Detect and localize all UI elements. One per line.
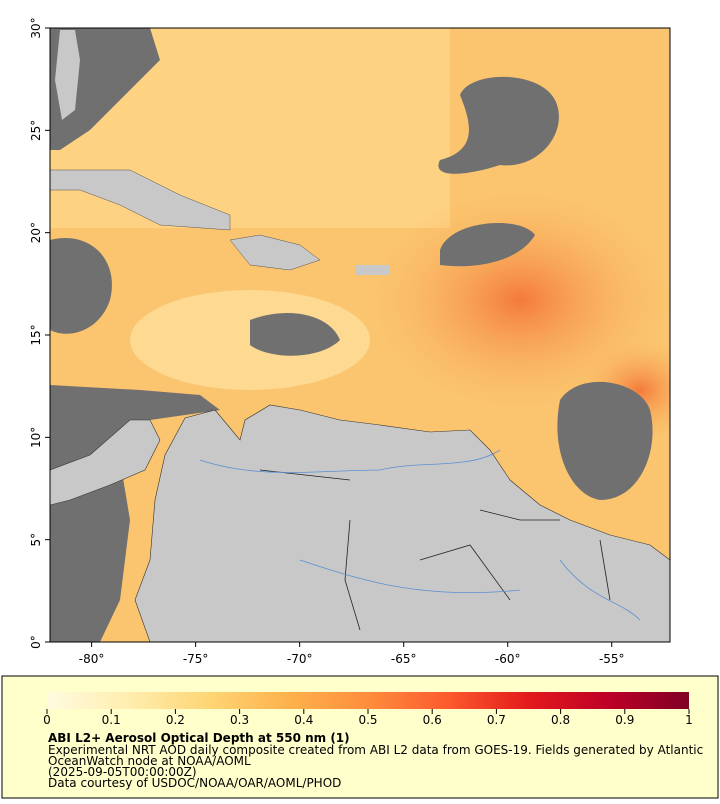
colorbar-tick-label: 1 (685, 713, 693, 727)
colorbar-tick-label: 0.5 (358, 713, 377, 727)
colorbar (47, 692, 689, 709)
y-tick-label: 10° (29, 427, 43, 448)
x-tick-label: -65° (391, 652, 417, 666)
border (259, 469, 611, 631)
cloud (50, 385, 220, 642)
colorbar-tick-label: 0 (43, 713, 51, 727)
colorbar-tick-label: 0.7 (487, 713, 506, 727)
cloud (250, 312, 340, 356)
y-tick-label: 5° (29, 533, 43, 547)
colorbar-tick-label: 0.2 (166, 713, 185, 727)
land (55, 30, 80, 120)
land (355, 265, 390, 275)
y-tick-label: 0° (29, 635, 43, 649)
colorbar-tick-label: 0.4 (294, 713, 313, 727)
river (199, 449, 641, 621)
x-tick-label: -60° (495, 652, 521, 666)
colorbar-tick-label: 0.3 (230, 713, 249, 727)
land (134, 404, 670, 642)
caption-title: ABI L2+ Aerosol Optical Depth at 550 nm … (48, 731, 350, 745)
colorbar-tick-label: 0.9 (615, 713, 634, 727)
colorbar-tick-label: 0.1 (102, 713, 121, 727)
colorbar-tick-label: 0.8 (551, 713, 570, 727)
cloud (50, 238, 112, 334)
y-tick-label: 15° (29, 324, 43, 345)
colorbar-tick-label: 0.6 (423, 713, 442, 727)
cloud (557, 381, 653, 500)
cloud (438, 76, 559, 174)
cloud (440, 223, 535, 267)
land (229, 234, 321, 271)
x-tick-label: -75° (183, 652, 209, 666)
map (50, 28, 670, 642)
x-tick-label: -70° (287, 652, 313, 666)
land (50, 169, 231, 231)
x-tick-label: -80° (79, 652, 105, 666)
land (50, 419, 161, 506)
y-tick-label: 30° (29, 17, 43, 38)
x-tick-label: -55° (599, 652, 625, 666)
caption-line: Data courtesy of USDOC/NOAA/OAR/AOML/PHO… (48, 776, 341, 790)
caption-line: Experimental NRT AOD daily composite cre… (48, 743, 703, 757)
caption-line: (2025-09-05T00:00:00Z) (48, 765, 197, 779)
y-tick-label: 20° (29, 222, 43, 243)
y-tick-label: 25° (29, 120, 43, 141)
caption-line: OceanWatch node at NOAA/AOML (48, 754, 251, 768)
